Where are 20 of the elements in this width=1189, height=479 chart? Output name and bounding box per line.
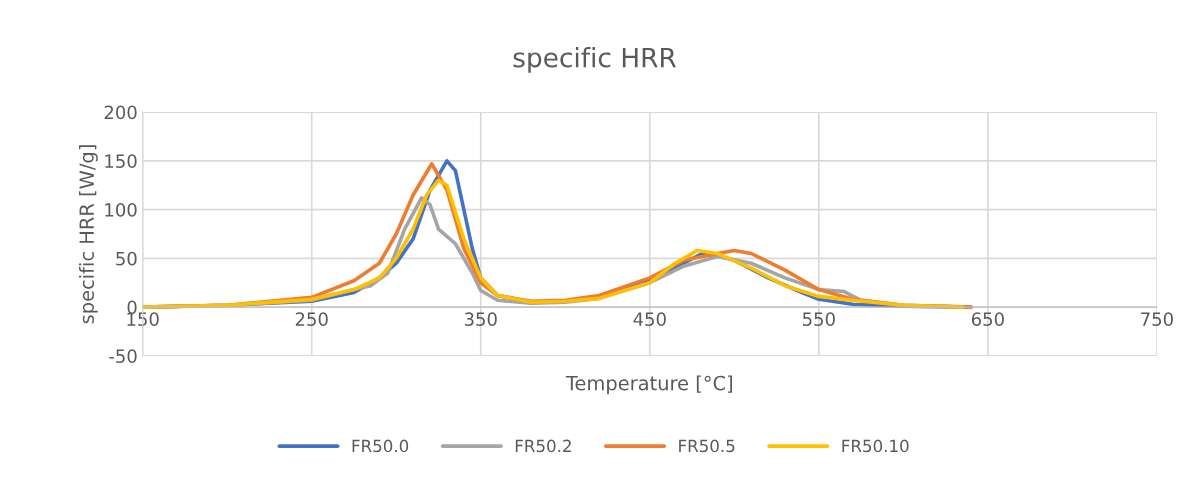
- x-tick-label: 350: [464, 312, 497, 326]
- legend-label: FR50.2: [515, 439, 571, 453]
- y-tick-label: 50: [116, 251, 137, 266]
- x-tick-label: 250: [295, 312, 328, 326]
- legend-label: FR50.10: [842, 439, 909, 453]
- y-tick-label: -50: [109, 349, 137, 364]
- y-tick-label: 200: [104, 105, 137, 120]
- x-tick-label: 450: [633, 312, 666, 326]
- x-tick-label: 150: [127, 312, 159, 326]
- y-tick-label: 150: [105, 154, 137, 168]
- y-tick-label: 100: [105, 203, 137, 217]
- y-tick-label: 0: [127, 300, 137, 315]
- legend-label: FR50.0: [352, 439, 409, 453]
- legend-label: FR50.5: [679, 439, 735, 453]
- x-tick-label: 750: [1141, 312, 1173, 326]
- x-tick-label: 550: [802, 312, 835, 326]
- y-axis-title: specific HRR [W/g]: [78, 145, 98, 324]
- x-axis-title: Temperature [°C]: [565, 375, 733, 395]
- chart-title: specific HRR: [513, 47, 677, 73]
- x-tick-label: 650: [971, 312, 1004, 326]
